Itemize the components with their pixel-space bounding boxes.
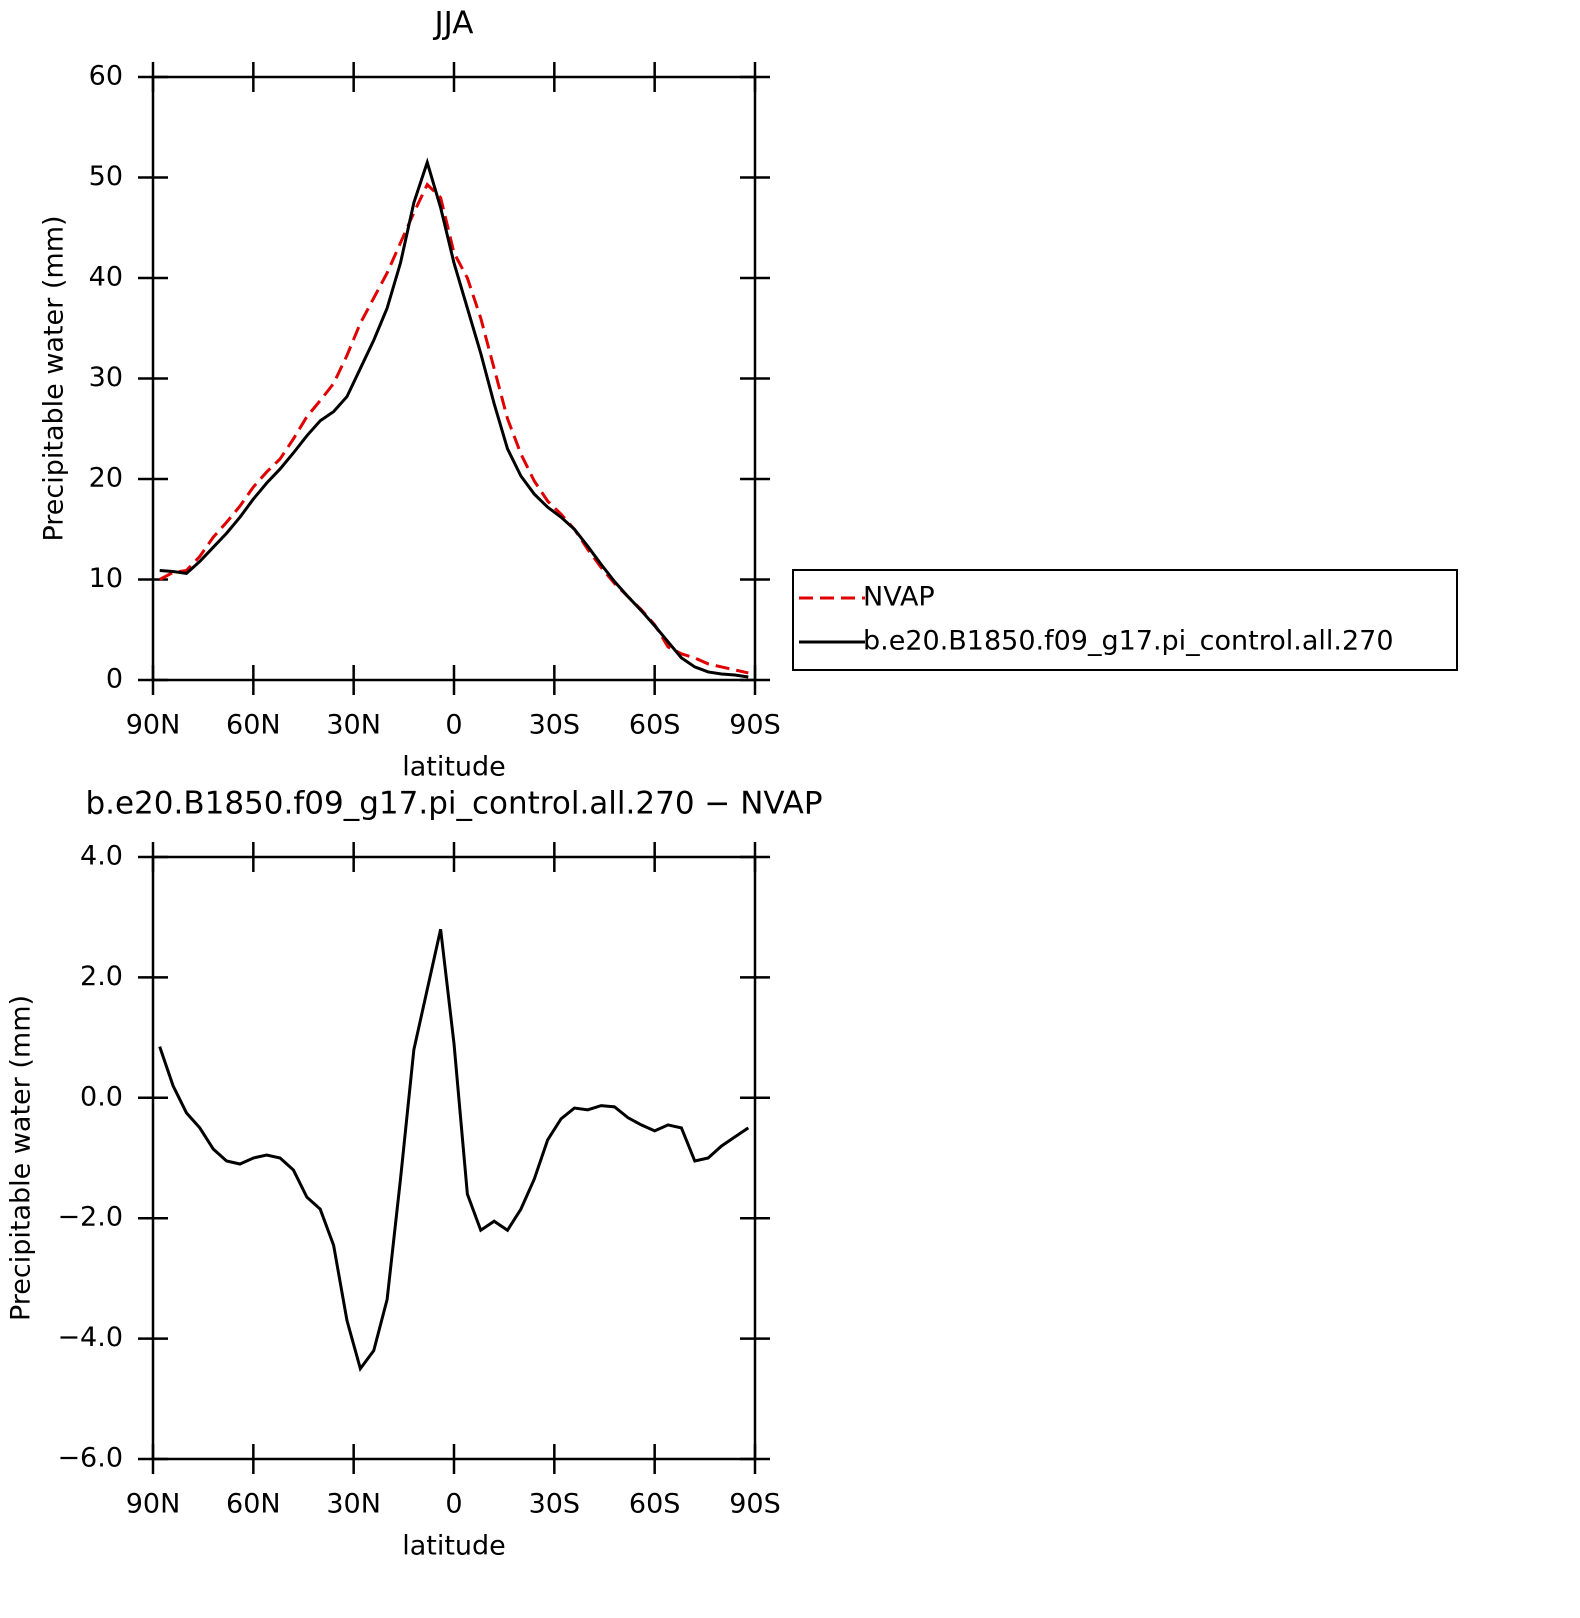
y-tick-label: 40 xyxy=(89,262,123,293)
data-line xyxy=(159,157,749,679)
y-tick-label: 4.0 xyxy=(80,841,123,872)
y-tick-label: 0 xyxy=(106,664,123,695)
x-tick-label: 30N xyxy=(326,710,381,741)
data-line xyxy=(158,928,750,1373)
legend-box xyxy=(792,569,1458,671)
y-tick-label: 60 xyxy=(89,61,123,92)
x-tick-label: 30S xyxy=(529,710,581,741)
x-tick-label: 90N xyxy=(126,1489,181,1520)
x-tick-label: 30S xyxy=(529,1489,581,1520)
x-tick-label: 90N xyxy=(126,710,181,741)
y-tick-label: 20 xyxy=(89,463,123,494)
x-tick-label: 60N xyxy=(226,710,281,741)
x-tick-label: 60S xyxy=(629,1489,681,1520)
x-tick-label: 0 xyxy=(445,1489,462,1520)
x-tick-label: 90S xyxy=(729,1489,781,1520)
y-tick-label: −2.0 xyxy=(57,1202,123,1233)
legend-label: NVAP xyxy=(863,582,935,613)
chart-title: b.e20.B1850.f09_g17.pi_control.all.270 −… xyxy=(85,786,822,822)
y-tick-label: −6.0 xyxy=(57,1443,123,1474)
x-tick-label: 90S xyxy=(729,710,781,741)
x-axis-label: latitude xyxy=(402,1531,506,1562)
y-tick-label: −4.0 xyxy=(57,1322,123,1353)
y-tick-label: 50 xyxy=(89,161,123,192)
legend-label: b.e20.B1850.f09_g17.pi_control.all.270 xyxy=(863,626,1394,657)
plot-frame xyxy=(151,855,757,1461)
x-tick-label: 60N xyxy=(226,1489,281,1520)
x-tick-label: 60S xyxy=(629,710,681,741)
y-tick-label: 30 xyxy=(89,362,123,393)
y-axis-label: Precipitable water (mm) xyxy=(6,995,37,1321)
y-axis-label: Precipitable water (mm) xyxy=(39,215,70,541)
x-axis-label: latitude xyxy=(402,752,506,783)
chart-title: JJA xyxy=(433,6,474,42)
x-tick-label: 0 xyxy=(445,710,462,741)
x-tick-label: 30N xyxy=(326,1489,381,1520)
y-tick-label: 0.0 xyxy=(80,1081,123,1112)
y-tick-label: 2.0 xyxy=(80,961,123,992)
y-tick-label: 10 xyxy=(89,563,123,594)
plot-frame xyxy=(151,75,757,682)
